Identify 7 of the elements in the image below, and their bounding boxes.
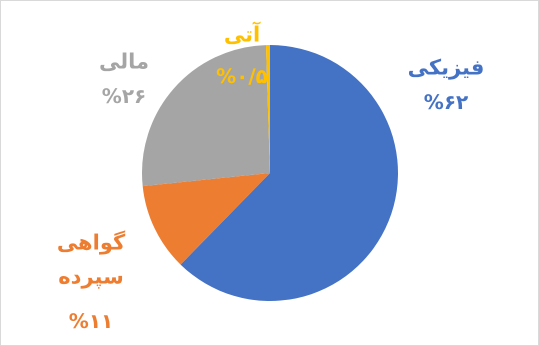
- slice-label: مالی: [98, 49, 150, 74]
- data-label: %۱۱: [68, 309, 114, 334]
- data-label: %۶۲: [424, 90, 468, 114]
- slice-label: آتی: [224, 20, 261, 46]
- slice-label: گواهی سپرده: [56, 229, 126, 290]
- data-label: %۲۶: [102, 84, 146, 108]
- slice-label: فیزیکی: [408, 55, 484, 80]
